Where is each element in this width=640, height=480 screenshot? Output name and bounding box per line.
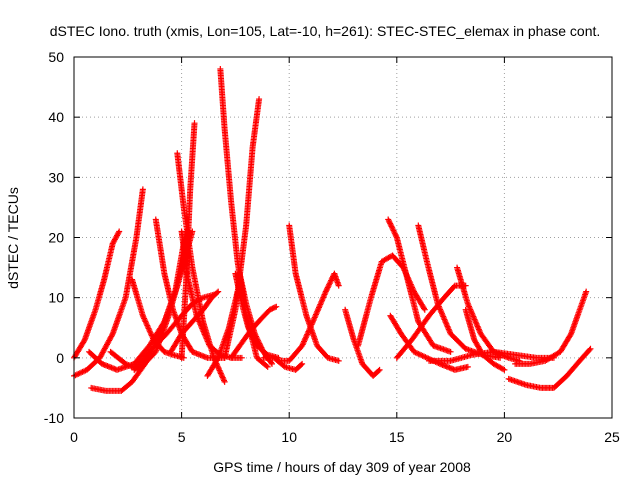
y-tick-label: 10 [48,290,64,306]
x-tick-label: 15 [389,429,405,445]
data-point [116,228,123,235]
data-point [257,341,264,348]
x-axis-label: GPS time / hours of day 309 of year 2008 [213,459,471,475]
data-point [390,227,397,234]
data-point [389,224,396,231]
data-point [389,226,396,233]
y-tick-label: 20 [48,230,64,246]
data-point [139,186,146,193]
data-point [327,278,334,285]
data-point [387,222,394,229]
data-points [71,66,594,394]
data-point [391,230,398,237]
data-point [253,334,260,341]
data-point [386,219,393,226]
data-point [324,285,331,292]
data-point [583,288,590,295]
data-point [214,289,221,296]
data-point [567,332,574,339]
y-axis-label: dSTEC / TECUs [5,187,21,289]
data-point [214,356,221,363]
data-point [392,231,399,238]
data-point [326,281,333,288]
data-point [298,361,305,368]
data-point [328,277,335,284]
data-point [421,305,428,312]
data-point [258,344,265,351]
data-point [335,357,342,364]
data-point [393,233,400,240]
data-point [375,367,382,374]
data-point [335,282,342,289]
data-point [256,340,263,347]
data-point [586,346,593,353]
data-point [271,304,278,311]
data-point [323,287,330,294]
data-point [385,217,392,224]
x-tick-label: 5 [178,429,186,445]
data-point [587,345,594,352]
axis-ticks: 0 5 10 15 20 25 -10 0 10 20 30 40 50 [44,49,620,445]
y-tick-label: -10 [44,410,64,426]
data-point [326,280,333,287]
data-point [251,330,258,337]
x-tick-label: 20 [497,429,513,445]
x-tick-label: 25 [604,429,620,445]
y-tick-label: 0 [56,350,64,366]
data-point [252,332,259,339]
data-point [387,220,394,227]
data-point [255,337,262,344]
data-point [191,120,198,127]
data-point [385,216,392,223]
data-point [376,366,383,373]
data-point [273,303,280,310]
data-point [256,96,263,103]
data-point [268,360,275,367]
data-point [263,362,270,369]
data-point [259,346,266,353]
y-tick-label: 50 [48,49,64,65]
data-point [324,284,331,291]
data-point [253,333,260,340]
data-point [238,354,245,361]
data-point [322,288,329,295]
data-point [500,366,507,373]
chart-title: dSTEC Iono. truth (xmis, Lon=105, Lat=-1… [50,23,601,39]
data-point [391,228,398,235]
data-point [421,306,428,313]
data-point [80,338,87,345]
data-point [464,363,471,370]
data-point [501,366,508,373]
data-point [115,229,122,236]
data-point [388,223,395,230]
data-point [255,339,262,346]
x-tick-label: 10 [281,429,297,445]
y-tick-label: 30 [48,169,64,185]
data-point [447,348,454,355]
data-point [264,363,271,370]
y-tick-label: 40 [48,109,64,125]
data-point [254,336,261,343]
data-point [109,332,116,339]
data-point [299,360,306,367]
data-point [325,283,332,290]
data-point [257,343,264,350]
data-point [221,378,228,385]
data-point [215,288,222,295]
x-tick-label: 0 [70,429,78,445]
